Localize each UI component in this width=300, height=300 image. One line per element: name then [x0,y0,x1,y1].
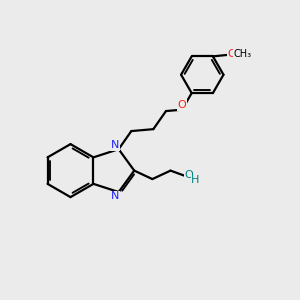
Text: CH₃: CH₃ [234,49,252,59]
Text: N: N [111,140,119,150]
Text: H: H [191,175,200,185]
Text: O: O [178,100,187,110]
Text: O: O [227,49,236,59]
Text: N: N [111,191,119,201]
Text: O: O [184,170,193,180]
